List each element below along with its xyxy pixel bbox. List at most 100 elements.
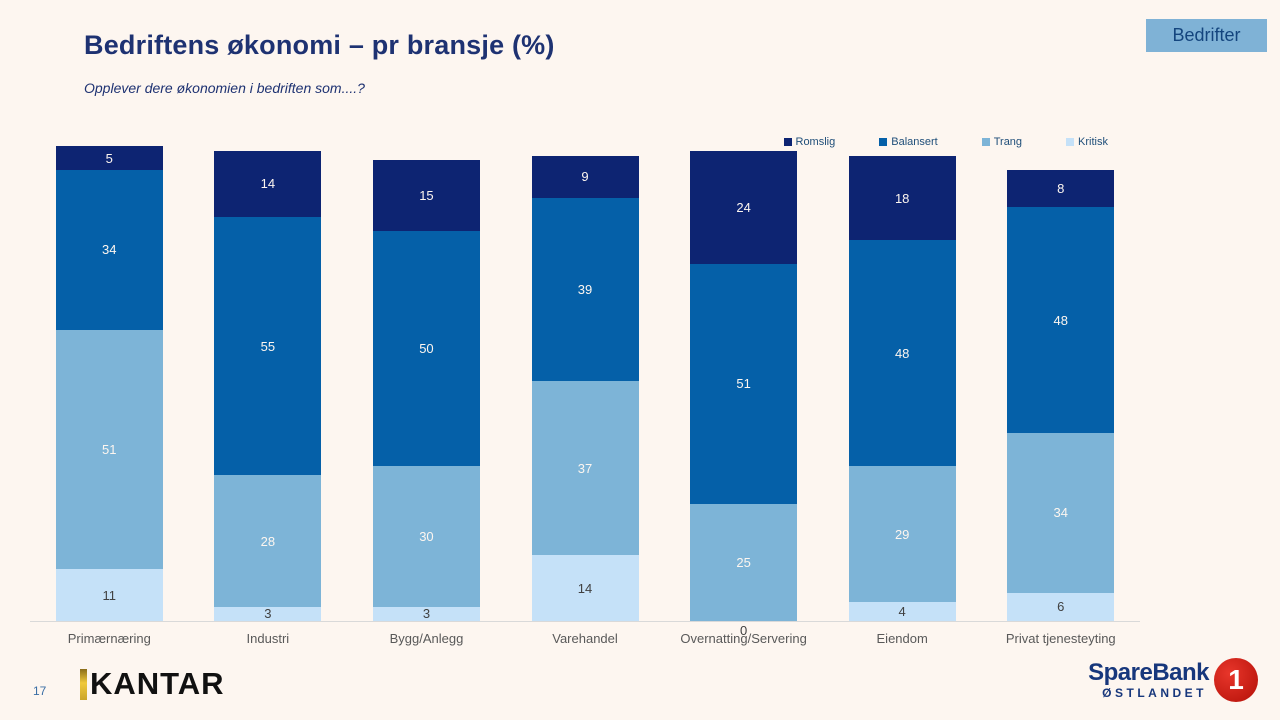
category-label: Industri: [246, 631, 290, 646]
category-label: Overnatting/Servering: [680, 631, 807, 646]
bar-slot: 0 24 51 25: [664, 150, 823, 638]
segment-value-label: 5: [105, 150, 113, 166]
segment-kritisk: 3: [214, 606, 322, 622]
segment-value-label: 14: [577, 580, 593, 596]
kantar-gold-bar-icon: [80, 668, 87, 700]
chart-area: 5 34 51 11 14 55 28 3 15 50 30 3 9 39 37 14 0 24 51 25 18 48 2…: [30, 146, 1140, 638]
stacked-bar: 9 39 37 14: [531, 155, 639, 621]
segment-kritisk: 14: [531, 555, 639, 621]
legend-swatch-icon: [981, 138, 990, 146]
segment-value-label: 48: [1053, 312, 1068, 328]
category-label: Primærnæring: [67, 631, 151, 646]
segment-value-label: 51: [102, 441, 117, 457]
segment-value-label: 15: [419, 188, 434, 204]
segment-romslig: 15: [372, 160, 480, 231]
category-label: Eiendom: [876, 631, 928, 646]
segment-balansert: 50: [372, 230, 480, 466]
legend-item-balansert: Balansert: [879, 136, 938, 148]
bar-slot: 8 48 34 6: [981, 150, 1140, 621]
segment-value-label: 3: [422, 606, 431, 622]
stacked-bar: 24 51 25: [690, 151, 798, 621]
segment-romslig: 24: [690, 151, 798, 264]
segment-trang: 30: [372, 465, 480, 607]
segment-trang: 29: [848, 465, 956, 603]
legend-label: Kritisk: [1078, 136, 1108, 148]
legend-swatch-icon: [879, 138, 888, 146]
segment-trang: 37: [531, 381, 639, 556]
category-axis: Primærnæring Industri Bygg/Anlegg Varehande…: [30, 631, 1140, 646]
sparebank-region: ØSTLANDET: [1102, 686, 1207, 700]
segment-kritisk: 3: [372, 606, 480, 622]
segment-trang: 51: [55, 329, 163, 570]
segment-kritisk: 6: [1007, 592, 1115, 621]
bar-slot: 15 50 30 3: [347, 150, 506, 621]
segment-value-label: 30: [419, 528, 434, 544]
segment-value-label: 48: [894, 345, 910, 361]
segment-value-label: 9: [581, 169, 589, 185]
segment-balansert: 39: [531, 198, 639, 382]
segment-zero-label: 0: [739, 623, 748, 638]
segment-kritisk: 4: [848, 602, 956, 621]
segment-romslig: 9: [531, 155, 639, 199]
segment-value-label: 51: [736, 376, 751, 392]
bar-slot: 5 34 51 11: [30, 146, 189, 621]
stacked-bar: 14 55 28 3: [214, 151, 322, 622]
stacked-bar: 5 34 51 11: [55, 146, 163, 621]
category-label: Varehandel: [552, 631, 618, 646]
page-number: 17: [33, 684, 47, 698]
sparebank-logo-text: SpareBank ØSTLANDET: [1088, 659, 1209, 701]
segment-trang: 34: [1007, 433, 1115, 593]
category-label: Bygg/Anlegg: [389, 631, 464, 646]
segment-value-label: 34: [1053, 505, 1068, 521]
chart-legend: Romslig Balansert Trang Kritisk: [783, 136, 1108, 148]
sparebank-name: SpareBank: [1088, 659, 1209, 686]
segment-kritisk: 11: [55, 569, 163, 621]
stacked-bar: 15 50 30 3: [372, 160, 480, 622]
legend-item-kritisk: Kritisk: [1066, 136, 1108, 148]
sparebank-logo: SpareBank ØSTLANDET 1: [1088, 658, 1258, 702]
segment-value-label: 6: [1057, 599, 1065, 615]
legend-item-romslig: Romslig: [783, 136, 836, 148]
segment-trang: 25: [690, 503, 798, 621]
bar-slot: 18 48 29 4: [823, 150, 982, 621]
legend-label: Balansert: [891, 136, 938, 148]
segment-value-label: 39: [577, 282, 593, 298]
segment-value-label: 3: [264, 606, 272, 622]
segment-value-label: 11: [102, 587, 117, 603]
kantar-logo-text: KANTAR: [90, 666, 225, 701]
segment-balansert: 34: [55, 169, 163, 330]
segment-value-label: 28: [260, 533, 276, 549]
legend-swatch-icon: [1066, 138, 1075, 146]
segment-romslig: 8: [1007, 169, 1115, 208]
segment-value-label: 24: [736, 199, 751, 215]
corner-tag-bedrifter: Bedrifter: [1146, 19, 1267, 52]
legend-item-trang: Trang: [981, 136, 1023, 148]
segment-value-label: 29: [894, 526, 910, 542]
bar-slot: 14 55 28 3: [189, 150, 348, 621]
segment-balansert: 55: [214, 216, 322, 476]
segment-romslig: 5: [55, 146, 163, 170]
legend-label: Romslig: [795, 136, 836, 148]
bar-slot: 9 39 37 14: [506, 150, 665, 621]
legend-swatch-icon: [783, 138, 792, 146]
segment-trang: 28: [214, 475, 322, 607]
segment-romslig: 18: [848, 155, 956, 241]
segment-balansert: 48: [1007, 207, 1115, 434]
segment-value-label: 14: [260, 176, 276, 192]
stacked-bar: 8 48 34 6: [1007, 169, 1115, 621]
segment-value-label: 25: [736, 554, 751, 570]
segment-balansert: 48: [848, 240, 956, 466]
segment-value-label: 55: [260, 338, 276, 354]
category-label: Privat tjenesteyting: [1005, 631, 1116, 646]
legend-label: Trang: [993, 136, 1023, 148]
segment-value-label: 4: [898, 604, 906, 620]
segment-value-label: 34: [102, 242, 117, 258]
segment-balansert: 51: [690, 263, 798, 504]
segment-value-label: 8: [1057, 181, 1065, 197]
segment-romslig: 14: [214, 151, 322, 217]
page-title: Bedriftens økonomi – pr bransje (%): [84, 30, 555, 60]
segment-value-label: 18: [894, 190, 910, 206]
kantar-logo: KANTAR: [80, 666, 225, 702]
page-subtitle: Opplever dere økonomien i bedriften som.…: [84, 80, 365, 96]
